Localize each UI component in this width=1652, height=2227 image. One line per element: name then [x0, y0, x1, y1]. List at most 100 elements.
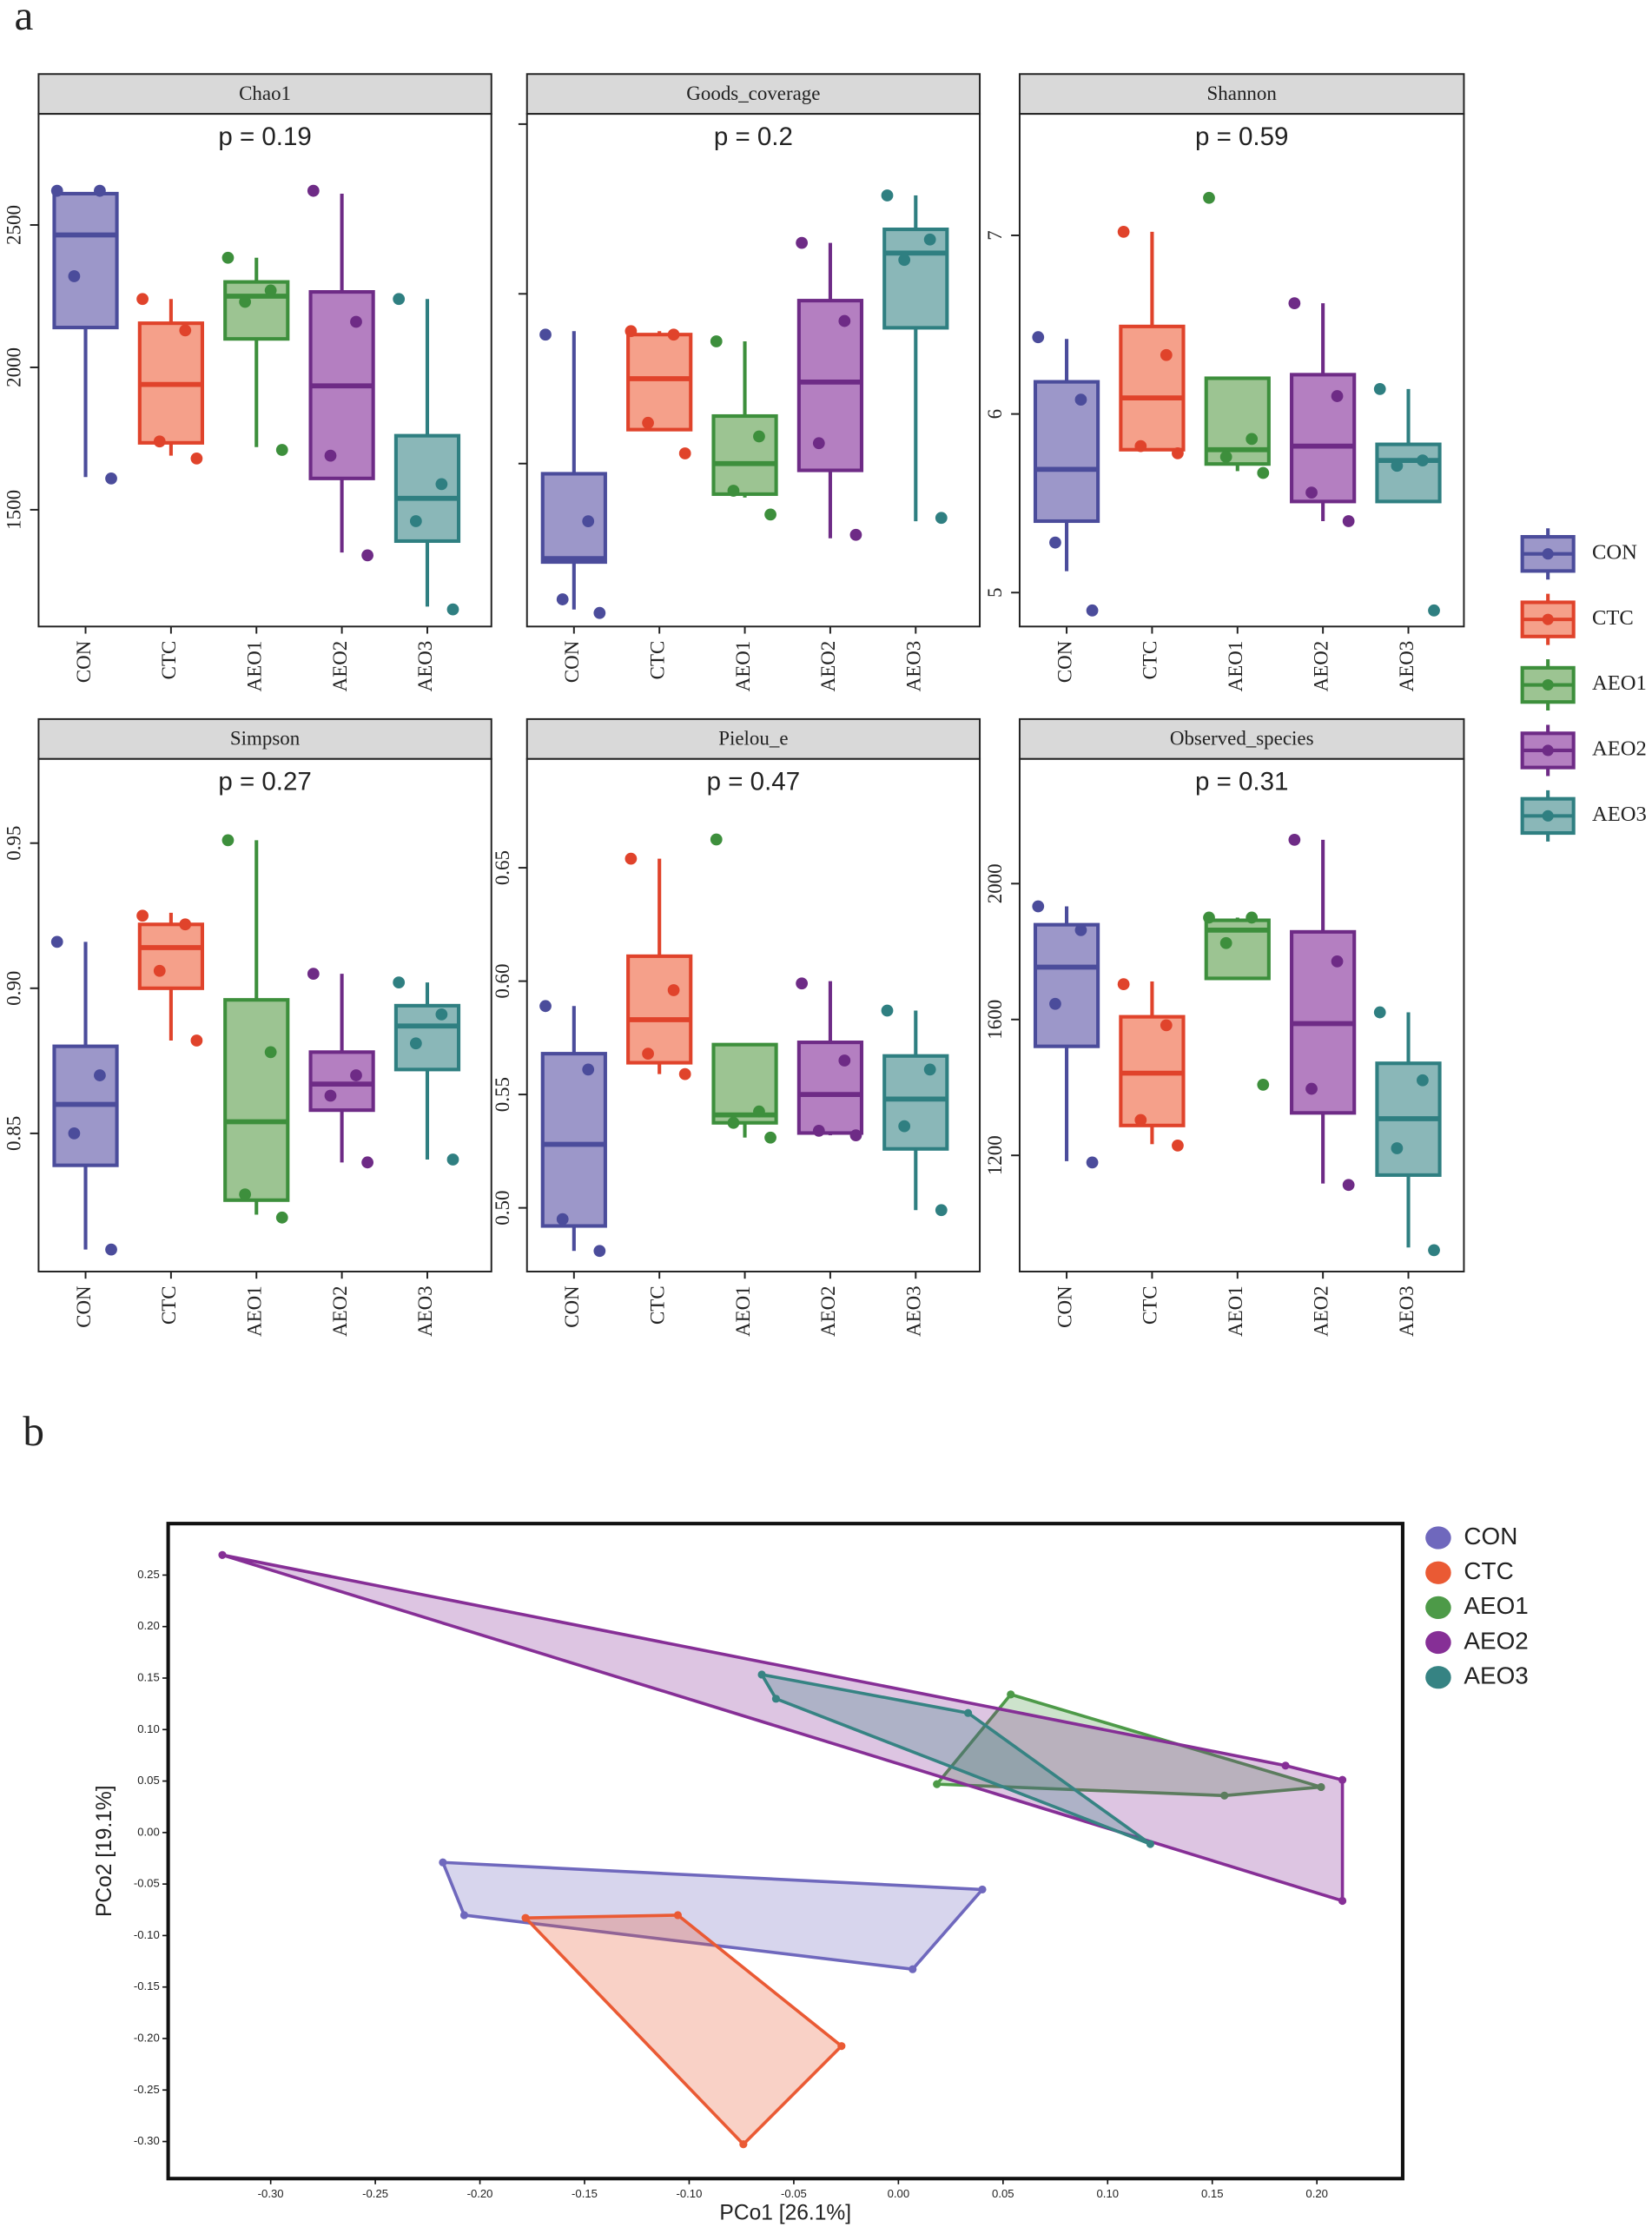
point: [1338, 1775, 1347, 1784]
x-tick-label: CTC: [646, 1285, 668, 1325]
point: [1342, 515, 1355, 527]
panel-title: Pielou_e: [718, 728, 788, 750]
point: [350, 315, 362, 328]
x-tick-label: AEO3: [414, 641, 436, 692]
point: [239, 1188, 252, 1200]
annotation: p = 0.31: [1195, 767, 1288, 796]
point: [275, 444, 288, 456]
point: [849, 528, 862, 541]
point: [1288, 833, 1301, 846]
panel-label: a: [15, 0, 34, 39]
point: [446, 1153, 459, 1166]
box: [626, 333, 693, 432]
point: [909, 1965, 917, 1973]
point: [264, 284, 277, 297]
point: [1032, 900, 1045, 913]
point: [812, 1124, 825, 1137]
y-tick-label: 0.60: [492, 964, 513, 999]
point: [1391, 459, 1404, 472]
point: [1246, 911, 1259, 924]
point: [556, 1213, 569, 1226]
point: [409, 1037, 422, 1050]
x-tick-label: AEO3: [1396, 641, 1417, 692]
point: [179, 324, 192, 337]
point: [1428, 604, 1440, 617]
box: [223, 998, 290, 1202]
x-tick-label: AEO2: [329, 641, 351, 692]
panel-title: Observed_species: [1170, 728, 1314, 750]
plot-frame: [1018, 113, 1465, 628]
point: [439, 1858, 447, 1867]
y-tick-label: 2000: [3, 347, 24, 387]
point: [153, 435, 166, 448]
point: [933, 1780, 942, 1788]
point: [593, 1245, 606, 1258]
x-tick-label: 0.00: [888, 2187, 910, 2200]
x-tick-label: 0.10: [1097, 2187, 1120, 2200]
point: [136, 293, 149, 306]
box: [1033, 922, 1100, 1048]
x-tick-label: -0.10: [677, 2187, 703, 2200]
x-tick-label: AEO1: [732, 1285, 754, 1337]
box: [1375, 442, 1442, 504]
panel-title: Goods_coverage: [686, 83, 820, 104]
y-tick-label: 0.55: [492, 1077, 513, 1112]
x-tick-label: CTC: [158, 1285, 180, 1325]
point: [593, 606, 606, 619]
point: [435, 478, 448, 491]
point: [1074, 924, 1087, 936]
box: [1290, 373, 1357, 504]
point: [539, 328, 552, 341]
x-tick-label: CON: [1054, 1285, 1075, 1328]
point: [1032, 331, 1045, 344]
y-axis-label: PCo2 [19.1%]: [93, 1785, 116, 1917]
point: [1417, 454, 1429, 466]
point: [307, 968, 320, 980]
point: [1117, 225, 1130, 238]
point: [898, 254, 911, 267]
legend-label: AEO1: [1464, 1592, 1528, 1619]
x-tick-label: CTC: [158, 641, 180, 680]
x-tick-label: AEO2: [817, 641, 839, 692]
box: [1119, 324, 1186, 452]
point: [1331, 390, 1344, 402]
point: [1220, 1791, 1229, 1800]
legend-label: AEO2: [1592, 737, 1647, 761]
x-tick-label: CTC: [1140, 641, 1161, 680]
x-tick-label: -0.15: [572, 2187, 598, 2200]
point: [678, 447, 691, 459]
point: [1219, 936, 1232, 949]
y-tick-label: -0.25: [134, 2083, 160, 2096]
box: [540, 1052, 607, 1228]
x-tick-label: -0.25: [362, 2187, 388, 2200]
point: [221, 834, 235, 847]
point: [1172, 446, 1184, 459]
point: [764, 508, 776, 521]
legend-dot: [1542, 744, 1554, 757]
strip: [37, 73, 492, 116]
point: [923, 233, 936, 246]
point: [361, 1156, 374, 1169]
box: [796, 1041, 864, 1135]
x-tick-label: -0.20: [467, 2187, 493, 2200]
y-tick-label: -0.05: [134, 1877, 160, 1890]
point: [1257, 466, 1270, 479]
point: [153, 964, 166, 977]
point: [1257, 1078, 1270, 1091]
legend-label: AEO2: [1464, 1627, 1528, 1654]
point: [1074, 393, 1087, 406]
point: [190, 452, 203, 465]
point: [393, 976, 406, 989]
x-tick-label: 0.05: [992, 2187, 1014, 2200]
point: [1342, 1179, 1355, 1192]
strip: [525, 717, 981, 760]
x-tick-label: CTC: [646, 641, 668, 680]
y-tick-label: 0.05: [137, 1774, 160, 1787]
point: [727, 1116, 740, 1129]
x-tick-label: CTC: [1140, 1285, 1161, 1325]
point: [1373, 1006, 1386, 1019]
point: [105, 472, 117, 485]
point: [881, 1004, 894, 1017]
x-tick-label: CON: [1054, 640, 1075, 683]
legend-label: AEO1: [1592, 671, 1647, 695]
